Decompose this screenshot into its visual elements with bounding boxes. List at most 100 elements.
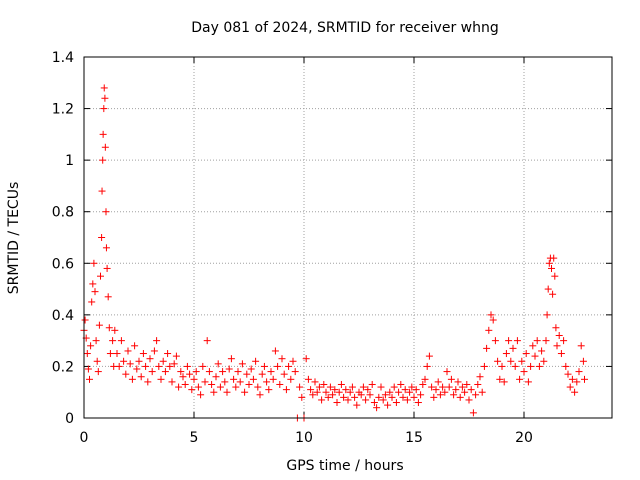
data-point [329,391,337,399]
data-point [81,316,89,324]
data-point [216,383,224,391]
data-point [467,386,475,394]
data-point [249,375,257,383]
data-point [120,357,128,365]
data-point [263,378,271,386]
data-point [289,357,297,365]
data-point [318,396,326,404]
data-point [472,391,480,399]
data-point [430,393,438,401]
data-point [155,362,163,370]
data-point [377,383,385,391]
data-point [241,388,249,396]
data-point [102,244,110,252]
data-point [236,378,244,386]
data-point [278,355,286,363]
data-point [190,375,198,383]
data-point [524,378,532,386]
data-point [92,337,100,345]
data-point [148,368,156,376]
data-point [535,362,543,370]
data-point [543,311,551,319]
data-point [153,337,161,345]
data-points [80,84,588,422]
data-point [395,388,403,396]
data-point [205,368,213,376]
data-point [513,337,521,345]
data-point [238,360,246,368]
data-point [214,360,222,368]
data-point [260,362,268,370]
data-point [432,386,440,394]
data-point [104,293,112,301]
data-point [86,375,93,383]
data-point [566,383,574,391]
data-point [170,360,178,368]
data-point [465,396,473,404]
data-point [109,337,117,345]
data-point [208,380,216,388]
data-point [450,391,458,399]
data-point [527,362,535,370]
data-point [452,386,460,394]
data-point [351,393,359,401]
data-point [320,380,328,388]
data-point [333,399,341,407]
data-point [494,357,502,365]
data-point [285,362,293,370]
data-point [552,324,560,332]
x-axis-label: GPS time / hours [286,458,403,474]
data-point [379,396,387,404]
axis-ticks: 0 0.2 0.4 0.6 0.8 1 1.2 1.4 0 5 10 15 20 [52,50,612,446]
data-point [403,396,411,404]
data-point [410,393,418,401]
data-point [128,375,136,383]
data-point [337,380,345,388]
data-point [562,362,570,370]
data-point [252,357,260,365]
data-point [115,362,123,370]
data-point [172,352,180,360]
data-point [271,347,279,355]
data-point [99,130,107,138]
data-point [359,383,367,391]
data-point [366,391,374,399]
data-point [234,368,242,376]
data-point [421,375,429,383]
y-tick-label: 1.4 [52,50,74,66]
data-point [265,386,273,394]
data-point [131,342,139,350]
data-point [434,378,442,386]
data-point [368,380,376,388]
data-point [84,365,92,373]
data-point [274,362,282,370]
data-point [555,331,563,339]
data-point [388,393,396,401]
data-point [298,393,306,401]
data-point [95,321,103,329]
data-point [315,383,323,391]
data-point [575,368,583,376]
data-point [97,272,104,280]
data-point [166,362,174,370]
y-tick-label: 1.2 [52,102,74,118]
chart-title: Day 081 of 2024, SRMTID for receiver whn… [191,20,499,36]
data-point [425,352,433,360]
data-point [103,264,111,272]
data-point [443,368,451,376]
data-point [390,383,398,391]
data-point [99,156,107,164]
data-point [245,380,253,388]
data-point [88,298,96,306]
data-point [518,357,526,365]
data-point [100,84,108,92]
data-point [307,386,315,394]
data-point [550,254,558,262]
data-point [573,378,581,386]
data-point [496,375,504,383]
gridlines [84,57,612,418]
data-point [101,94,109,102]
data-point [399,393,407,401]
data-point [230,375,238,383]
